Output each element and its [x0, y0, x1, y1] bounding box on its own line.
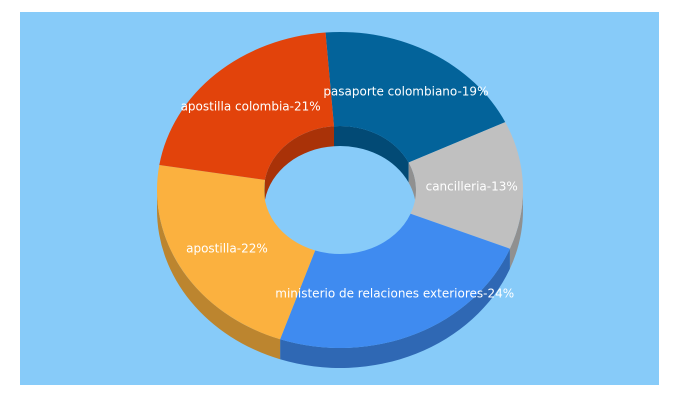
slice-sides: [157, 126, 523, 368]
slice-0[interactable]: [325, 32, 506, 163]
slice-side-2: [280, 248, 510, 368]
slice-inner-wall-0: [333, 126, 409, 183]
donut-chart: pasaporte colombiano-19% cancilleria-13% m…: [156, 32, 523, 368]
slice-3[interactable]: [156, 165, 316, 340]
slice-inner-wall-1: [408, 162, 416, 210]
slice-2[interactable]: [280, 213, 510, 349]
slice-tops: [156, 32, 523, 349]
slice-label-1: cancilleria-13%: [426, 179, 518, 193]
slice-inner-wall-4: [264, 126, 334, 200]
slice-label-2: ministerio de relaciones exteriores-24%: [275, 286, 514, 300]
slice-label-0: pasaporte colombiano-19%: [323, 84, 488, 98]
slice-side-1: [509, 190, 523, 269]
slice-1[interactable]: [408, 122, 523, 249]
chart-panel: pasaporte colombiano-19% cancilleria-13% m…: [20, 12, 659, 385]
slice-side-3: [157, 190, 281, 360]
slice-label-3: apostilla-22%: [186, 241, 268, 255]
slice-4[interactable]: [159, 32, 334, 180]
slice-labels: pasaporte colombiano-19% cancilleria-13% m…: [181, 84, 518, 300]
slice-label-4: apostilla colombia-21%: [181, 99, 321, 113]
